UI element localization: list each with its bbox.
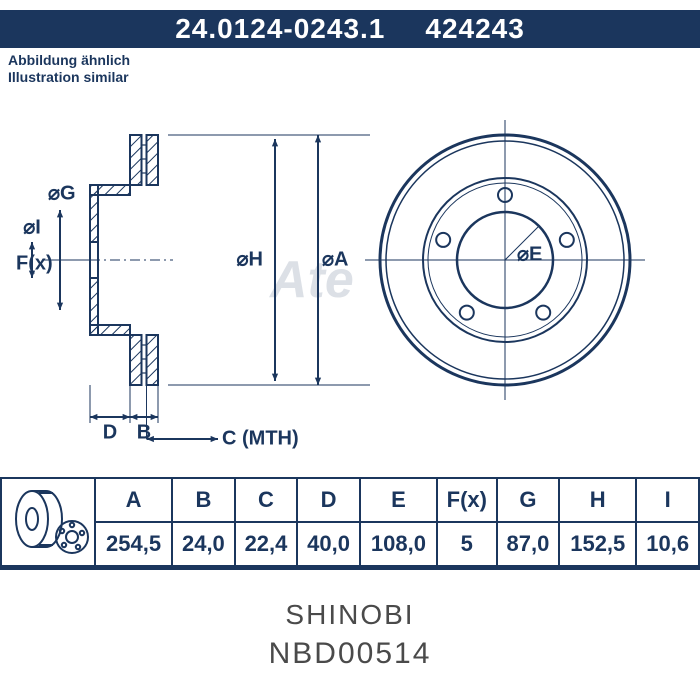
part-code-1: 24.0124-0243.1 [175,13,385,45]
col-A: A [95,478,172,522]
brand-part: NBD00514 [269,637,432,671]
diagram-panel: 24.0124-0243.1 424243 Abbildung ähnlich … [0,0,700,570]
col-H: H [559,478,636,522]
svg-text:⌀I: ⌀I [23,216,41,238]
col-B: B [172,478,235,522]
val-H: 152,5 [559,522,636,566]
technical-drawing: ⌀E⌀I⌀GF(x)⌀H⌀ADBC (MTH) [0,50,700,480]
svg-text:⌀G: ⌀G [48,182,76,204]
col-G: G [497,478,560,522]
svg-text:⌀A: ⌀A [322,248,348,270]
dimension-table: ABCDEF(x)GHI254,524,022,440,0108,0587,01… [0,477,700,567]
col-I: I [636,478,699,522]
svg-text:F(x): F(x) [16,252,53,274]
val-E: 108,0 [360,522,437,566]
part-code-2: 424243 [425,13,524,45]
val-I: 10,6 [636,522,699,566]
val-A: 254,5 [95,522,172,566]
header-bar: 24.0124-0243.1 424243 [0,10,700,48]
val-Fx: 5 [437,522,497,566]
col-D: D [297,478,360,522]
val-C: 22,4 [235,522,298,566]
page-container: 24.0124-0243.1 424243 Abbildung ähnlich … [0,0,700,700]
svg-text:C (MTH): C (MTH) [222,427,299,449]
val-D: 40,0 [297,522,360,566]
val-B: 24,0 [172,522,235,566]
brand-footer: SHINOBI NBD00514 [0,570,700,700]
svg-text:D: D [103,421,117,443]
svg-text:⌀E: ⌀E [517,243,542,265]
col-C: C [235,478,298,522]
col-E: E [360,478,437,522]
col-Fx: F(x) [437,478,497,522]
val-G: 87,0 [497,522,560,566]
brand-name: SHINOBI [285,599,414,631]
disc-icon-cell [1,478,95,566]
svg-text:⌀H: ⌀H [237,248,263,270]
